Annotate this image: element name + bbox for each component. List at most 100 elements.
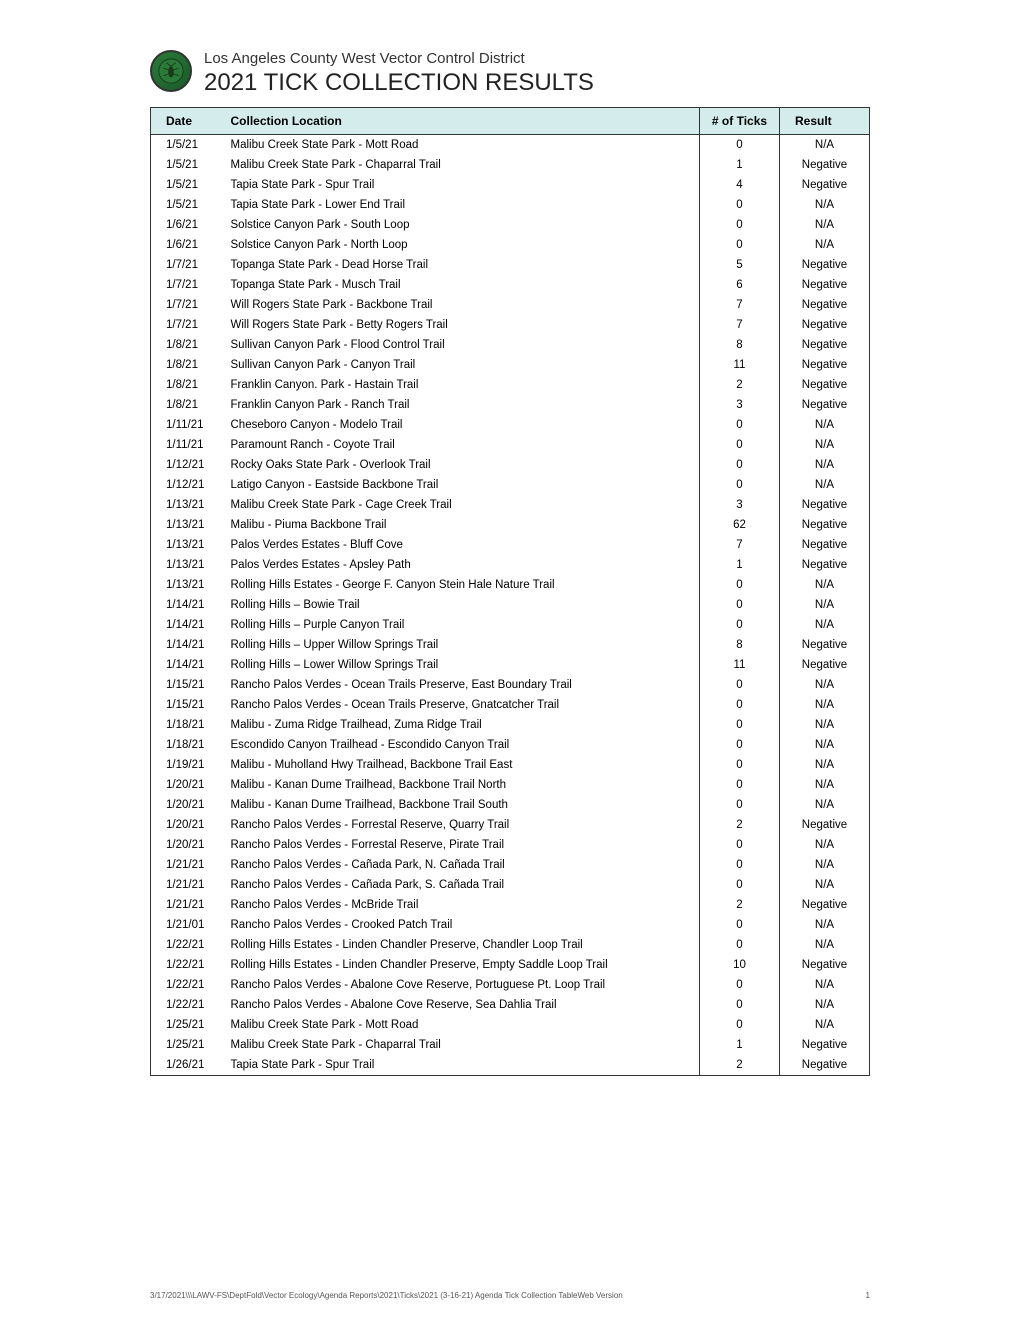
cell-date: 1/22/21 xyxy=(151,935,221,955)
cell-location: Rolling Hills – Upper Willow Springs Tra… xyxy=(221,635,700,655)
cell-ticks: 1 xyxy=(700,555,780,575)
table-row: 1/21/21Rancho Palos Verdes - Cañada Park… xyxy=(151,875,870,895)
cell-date: 1/21/01 xyxy=(151,915,221,935)
table-row: 1/14/21Rolling Hills – Lower Willow Spri… xyxy=(151,655,870,675)
cell-result: N/A xyxy=(780,855,870,875)
cell-result: Negative xyxy=(780,555,870,575)
cell-result: Negative xyxy=(780,395,870,415)
column-header-date: Date xyxy=(151,108,221,135)
cell-location: Malibu Creek State Park - Mott Road xyxy=(221,1015,700,1035)
cell-location: Malibu - Muholland Hwy Trailhead, Backbo… xyxy=(221,755,700,775)
cell-location: Solstice Canyon Park - South Loop xyxy=(221,215,700,235)
cell-result: N/A xyxy=(780,975,870,995)
cell-ticks: 0 xyxy=(700,795,780,815)
cell-ticks: 0 xyxy=(700,975,780,995)
cell-ticks: 0 xyxy=(700,435,780,455)
cell-date: 1/20/21 xyxy=(151,835,221,855)
cell-date: 1/13/21 xyxy=(151,495,221,515)
cell-location: Malibu Creek State Park - Chaparral Trai… xyxy=(221,1035,700,1055)
table-row: 1/6/21Solstice Canyon Park - South Loop0… xyxy=(151,215,870,235)
cell-location: Malibu Creek State Park - Cage Creek Tra… xyxy=(221,495,700,515)
table-row: 1/8/21Sullivan Canyon Park - Flood Contr… xyxy=(151,335,870,355)
cell-ticks: 0 xyxy=(700,855,780,875)
cell-ticks: 0 xyxy=(700,675,780,695)
cell-result: Negative xyxy=(780,175,870,195)
mosquito-icon xyxy=(157,57,185,85)
cell-date: 1/7/21 xyxy=(151,275,221,295)
cell-ticks: 0 xyxy=(700,135,780,156)
cell-date: 1/7/21 xyxy=(151,255,221,275)
table-row: 1/14/21Rolling Hills – Purple Canyon Tra… xyxy=(151,615,870,635)
table-row: 1/8/21Franklin Canyon Park - Ranch Trail… xyxy=(151,395,870,415)
cell-result: N/A xyxy=(780,615,870,635)
cell-result: Negative xyxy=(780,635,870,655)
cell-date: 1/20/21 xyxy=(151,815,221,835)
table-row: 1/5/21Tapia State Park - Lower End Trail… xyxy=(151,195,870,215)
document-footer: 3/17/2021\\\LAWV-FS\DeptFold\Vector Ecol… xyxy=(150,1291,870,1300)
table-row: 1/15/21Rancho Palos Verdes - Ocean Trail… xyxy=(151,675,870,695)
table-row: 1/19/21Malibu - Muholland Hwy Trailhead,… xyxy=(151,755,870,775)
cell-date: 1/6/21 xyxy=(151,235,221,255)
cell-ticks: 3 xyxy=(700,395,780,415)
cell-result: Negative xyxy=(780,335,870,355)
cell-ticks: 0 xyxy=(700,475,780,495)
cell-location: Solstice Canyon Park - North Loop xyxy=(221,235,700,255)
table-row: 1/12/21Rocky Oaks State Park - Overlook … xyxy=(151,455,870,475)
cell-ticks: 2 xyxy=(700,815,780,835)
cell-location: Franklin Canyon Park - Ranch Trail xyxy=(221,395,700,415)
cell-date: 1/20/21 xyxy=(151,795,221,815)
cell-location: Latigo Canyon - Eastside Backbone Trail xyxy=(221,475,700,495)
cell-date: 1/13/21 xyxy=(151,535,221,555)
cell-result: N/A xyxy=(780,695,870,715)
cell-date: 1/22/21 xyxy=(151,955,221,975)
cell-result: N/A xyxy=(780,575,870,595)
cell-ticks: 0 xyxy=(700,875,780,895)
cell-location: Rolling Hills Estates - Linden Chandler … xyxy=(221,955,700,975)
cell-result: N/A xyxy=(780,595,870,615)
cell-date: 1/11/21 xyxy=(151,415,221,435)
cell-location: Rancho Palos Verdes - Forrestal Reserve,… xyxy=(221,835,700,855)
cell-ticks: 0 xyxy=(700,215,780,235)
table-row: 1/22/21Rolling Hills Estates - Linden Ch… xyxy=(151,955,870,975)
cell-ticks: 11 xyxy=(700,355,780,375)
cell-result: Negative xyxy=(780,255,870,275)
cell-result: N/A xyxy=(780,135,870,156)
cell-date: 1/22/21 xyxy=(151,995,221,1015)
cell-result: N/A xyxy=(780,795,870,815)
cell-ticks: 0 xyxy=(700,775,780,795)
cell-location: Rocky Oaks State Park - Overlook Trail xyxy=(221,455,700,475)
cell-date: 1/18/21 xyxy=(151,715,221,735)
cell-ticks: 4 xyxy=(700,175,780,195)
table-row: 1/13/21Palos Verdes Estates - Bluff Cove… xyxy=(151,535,870,555)
table-row: 1/7/21Topanga State Park - Dead Horse Tr… xyxy=(151,255,870,275)
cell-date: 1/5/21 xyxy=(151,155,221,175)
cell-location: Rancho Palos Verdes - Forrestal Reserve,… xyxy=(221,815,700,835)
cell-date: 1/21/21 xyxy=(151,875,221,895)
cell-result: Negative xyxy=(780,535,870,555)
cell-date: 1/21/21 xyxy=(151,895,221,915)
table-row: 1/5/21Malibu Creek State Park - Chaparra… xyxy=(151,155,870,175)
cell-ticks: 0 xyxy=(700,575,780,595)
cell-date: 1/5/21 xyxy=(151,195,221,215)
cell-result: Negative xyxy=(780,1035,870,1055)
cell-ticks: 6 xyxy=(700,275,780,295)
table-row: 1/15/21Rancho Palos Verdes - Ocean Trail… xyxy=(151,695,870,715)
cell-result: N/A xyxy=(780,195,870,215)
cell-location: Palos Verdes Estates - Bluff Cove xyxy=(221,535,700,555)
cell-location: Rancho Palos Verdes - Ocean Trails Prese… xyxy=(221,695,700,715)
cell-result: N/A xyxy=(780,435,870,455)
cell-result: Negative xyxy=(780,315,870,335)
cell-ticks: 7 xyxy=(700,535,780,555)
cell-date: 1/26/21 xyxy=(151,1055,221,1076)
cell-date: 1/20/21 xyxy=(151,775,221,795)
cell-date: 1/25/21 xyxy=(151,1035,221,1055)
cell-date: 1/14/21 xyxy=(151,655,221,675)
cell-location: Malibu Creek State Park - Mott Road xyxy=(221,135,700,156)
cell-ticks: 0 xyxy=(700,695,780,715)
cell-date: 1/25/21 xyxy=(151,1015,221,1035)
cell-ticks: 7 xyxy=(700,315,780,335)
table-row: 1/8/21Franklin Canyon. Park - Hastain Tr… xyxy=(151,375,870,395)
table-row: 1/20/21Malibu - Kanan Dume Trailhead, Ba… xyxy=(151,795,870,815)
cell-location: Rancho Palos Verdes - Cañada Park, S. Ca… xyxy=(221,875,700,895)
table-row: 1/11/21Paramount Ranch - Coyote Trail0N/… xyxy=(151,435,870,455)
